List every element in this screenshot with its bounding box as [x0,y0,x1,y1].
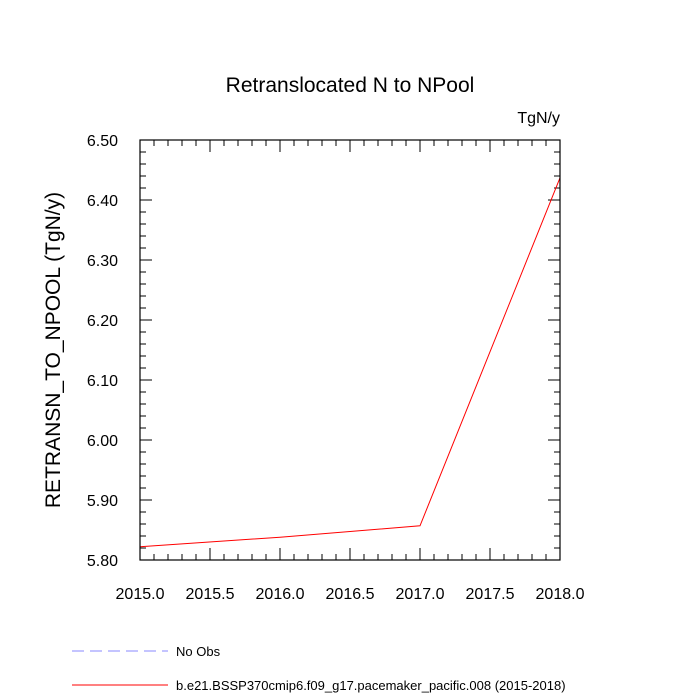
legend: No Obs b.e21.BSSP370cmip6.f09_g17.pacema… [72,644,566,693]
series-layer [139,177,561,548]
y-axis-label: RETRANSN_TO_NPOOL (TgN/y) [42,192,65,508]
x-tick-label: 2015.5 [186,586,235,603]
legend-label-no-obs: No Obs [176,644,221,659]
y-tick-label: 5.90 [87,493,118,510]
y-tick-label: 6.30 [87,253,118,270]
y-tick-label: 6.50 [87,133,118,150]
legend-label-model-run: b.e21.BSSP370cmip6.f09_g17.pacemaker_pac… [176,678,566,693]
x-tick-label: 2016.0 [256,586,305,603]
series-line-1 [139,177,561,548]
y-tick-labels: 5.80 5.90 6.00 6.10 6.20 6.30 6.40 6.50 [87,133,118,570]
x-tick-label: 2016.5 [326,586,375,603]
x-tick-labels: 2015.0 2015.5 2016.0 2016.5 2017.0 2017.5 2018… [116,586,585,603]
x-tick-label: 2017.5 [466,586,515,603]
x-tick-label: 2018.0 [536,586,585,603]
legend-item-model-run: b.e21.BSSP370cmip6.f09_g17.pacemaker_pac… [72,678,566,693]
y-tick-label: 6.10 [87,373,118,390]
chart-title: Retranslocated N to NPool [226,74,475,97]
y-tick-label: 6.40 [87,193,118,210]
x-tick-label: 2017.0 [396,586,445,603]
plot-frame [139,139,561,561]
y-tick-label: 5.80 [87,553,118,570]
x-tick-label: 2015.0 [116,586,165,603]
units-label: TgN/y [517,110,560,127]
legend-item-no-obs: No Obs [72,644,221,659]
y-tick-label: 6.00 [87,433,118,450]
axis-ticks [139,139,561,561]
y-tick-label: 6.20 [87,313,118,330]
